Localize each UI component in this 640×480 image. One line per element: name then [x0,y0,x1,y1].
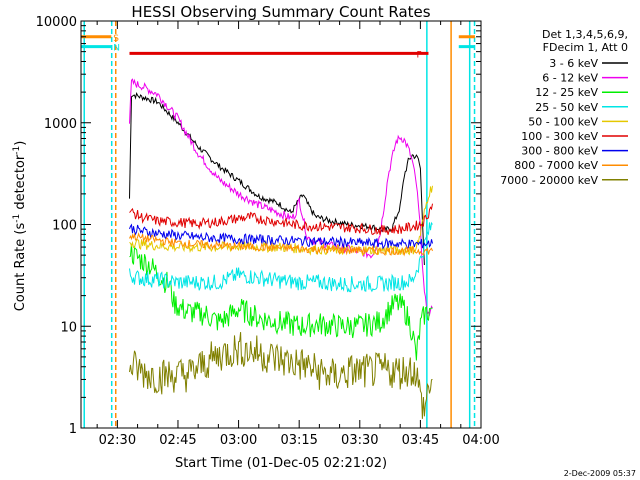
y-tick-label-2: 100 [52,219,77,234]
legend-label-1: 6 - 12 keV [542,72,598,85]
legend-label-4: 50 - 100 keV [528,115,598,128]
legend: Det 1,3,4,5,6,9,FDecim 1, Att 0 3 - 6 keV… [500,28,628,187]
instrument-flags: SN F [81,34,475,60]
legend-label-0: 3 - 6 keV [549,57,598,70]
series-layer [129,78,433,419]
series-line-4 [129,185,433,257]
legend-label-3: 25 - 50 keV [535,101,598,114]
legend-label-6: 300 - 800 keV [521,145,598,158]
flag-label-N: N [113,44,120,54]
y-axis-label-part: -1 [12,146,22,155]
y-axis-label: Count Rate (s-1 detector-1) [12,141,28,312]
series-line-3 [129,221,433,293]
x-tick-label-3: 03:15 [280,433,317,448]
axes: 02:30 02:45 03:00 03:15 03:30 03:45 04:00 1 10 10… [36,15,500,448]
x-tick-label-1: 02:45 [159,433,196,448]
chart-title: HESSI Observing Summary Count Rates [131,3,430,21]
legend-label-8: 7000 - 20000 keV [500,174,598,187]
legend-header-1: FDecim 1, Att 0 [543,41,628,54]
x-tick-label-0: 02:30 [99,433,136,448]
legend-label-5: 100 - 300 keV [521,130,598,143]
legend-label-2: 12 - 25 keV [535,86,598,99]
footer-timestamp: 2-Dec-2009 05:37 [564,469,636,478]
x-tick-label-6: 04:00 [462,433,499,448]
y-tick-label-1: 10 [60,320,77,335]
y-axis-label-part: Count Rate (s [13,223,28,312]
x-tick-label-5: 03:45 [402,433,439,448]
series-line-7 [129,232,433,257]
series-line-1 [129,78,433,317]
series-line-8 [129,332,433,419]
y-tick-label-0: 1 [69,422,77,437]
legend-label-7: 800 - 7000 keV [514,159,598,172]
flag-label-S: S [113,34,119,44]
y-tick-label-4: 10000 [36,15,77,30]
series-line-6 [129,223,433,250]
y-axis-label-part: -1 [12,214,22,223]
y-axis-label-part: ) [13,141,28,146]
boundary-lines [83,21,476,428]
flag-label-F: F [416,50,421,60]
y-axis-label-part: detector [13,154,28,214]
x-axis-label: Start Time (01-Dec-05 02:21:02) [175,456,387,471]
x-tick-label-2: 03:00 [220,433,257,448]
series-line-5 [129,203,433,236]
x-tick-label-4: 03:30 [341,433,378,448]
y-tick-label-3: 1000 [44,117,77,132]
series-line-2 [129,243,433,361]
legend-header-0: Det 1,3,4,5,6,9, [542,28,628,41]
